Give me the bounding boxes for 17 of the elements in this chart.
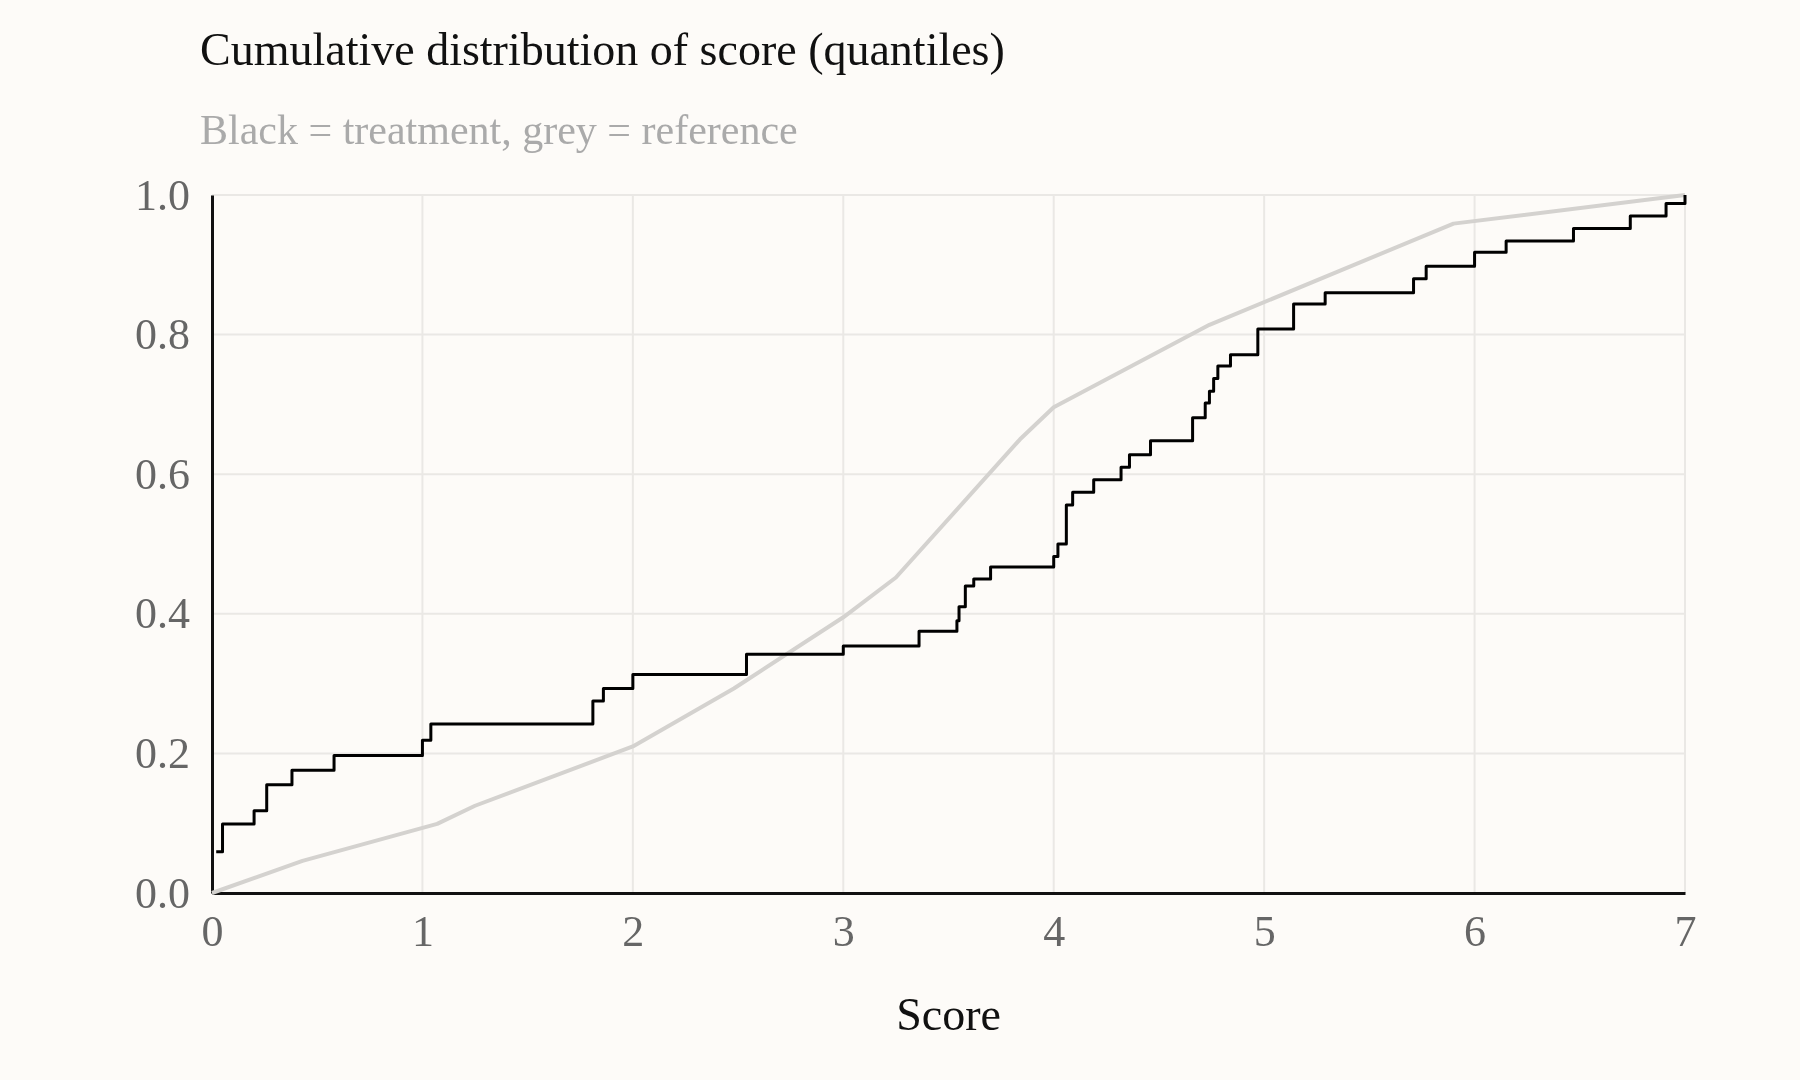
chart-subtitle: Black = treatment, grey = reference [200,107,798,153]
chart-title: Cumulative distribution of score (quantiles) [200,24,1005,75]
x-tick-label: 1 [411,907,434,957]
x-tick-label: 7 [1674,907,1697,957]
x-tick-label: 6 [1464,907,1487,957]
y-tick-label: 0.4 [135,589,190,639]
y-tick-label: 1.0 [135,170,190,220]
y-tick-label: 0.0 [135,868,190,918]
y-tick-label: 0.8 [135,310,190,360]
y-tick-label: 0.6 [135,449,190,499]
x-tick-label: 2 [622,907,645,957]
x-tick-label: 4 [1043,907,1066,957]
x-tick-label: 3 [832,907,855,957]
x-axis-title: Score [896,989,1001,1040]
x-tick-label: 5 [1253,907,1276,957]
y-tick-label: 0.2 [135,728,190,778]
x-tick-label: 0 [201,907,224,957]
